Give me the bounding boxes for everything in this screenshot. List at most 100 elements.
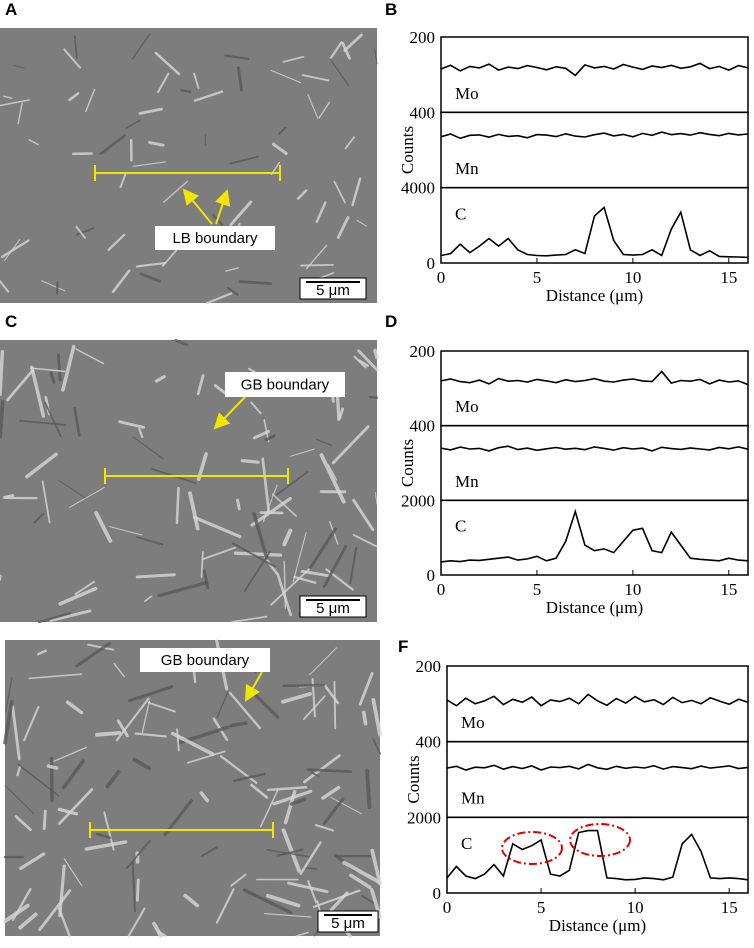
microstructure bbox=[318, 101, 331, 119]
microstructure bbox=[236, 498, 241, 511]
microstructure bbox=[229, 721, 248, 728]
microstructure bbox=[44, 401, 62, 438]
microstructure bbox=[226, 286, 239, 296]
microstructure bbox=[307, 93, 319, 119]
microstructure bbox=[321, 785, 341, 800]
microstructure bbox=[201, 845, 219, 857]
annotation-arrow bbox=[245, 671, 263, 702]
microstructure bbox=[75, 641, 112, 668]
microstructure bbox=[199, 791, 210, 803]
microstructure bbox=[154, 51, 181, 76]
microstructure bbox=[152, 921, 163, 938]
microstructure bbox=[250, 783, 269, 799]
microstructure bbox=[371, 697, 382, 737]
y-tick-label: 0 bbox=[427, 566, 436, 585]
microstructure bbox=[240, 458, 260, 464]
annotation-box bbox=[225, 372, 345, 397]
microstructure bbox=[228, 691, 262, 730]
microstructure bbox=[252, 511, 269, 560]
microstructure bbox=[282, 528, 293, 547]
microstructure bbox=[196, 374, 205, 396]
microstructure bbox=[135, 262, 166, 268]
microstructure bbox=[73, 35, 78, 59]
microstructure bbox=[250, 401, 262, 415]
panel-label: F bbox=[398, 637, 408, 656]
x-tick-label: 15 bbox=[720, 268, 737, 287]
microstructure bbox=[372, 738, 381, 755]
microstructure bbox=[174, 339, 189, 347]
microstructure bbox=[161, 249, 178, 267]
microstructure bbox=[113, 662, 125, 678]
microstructure bbox=[138, 107, 163, 115]
microstructure bbox=[135, 573, 176, 579]
subplot-frame bbox=[440, 499, 749, 576]
microstructure bbox=[109, 526, 143, 536]
microstructure bbox=[193, 72, 200, 89]
microstructure bbox=[316, 439, 333, 446]
annotation: GB boundary bbox=[241, 377, 330, 394]
microstructure bbox=[278, 126, 287, 135]
microstructure bbox=[296, 189, 308, 200]
microstructure bbox=[374, 492, 378, 505]
microstructure bbox=[238, 280, 273, 286]
microstructure bbox=[58, 864, 66, 918]
microstructure bbox=[107, 233, 126, 251]
highlight bbox=[569, 823, 631, 857]
microstructure bbox=[141, 700, 151, 734]
microstructure bbox=[17, 102, 23, 125]
annotation-arrow bbox=[213, 396, 246, 430]
annotation-box bbox=[155, 226, 275, 250]
microstructure bbox=[16, 766, 21, 777]
panel-label: B bbox=[385, 0, 397, 19]
microstructure bbox=[75, 348, 105, 365]
microstructure bbox=[30, 365, 46, 418]
microstructure bbox=[261, 457, 270, 513]
microstructure bbox=[42, 809, 47, 831]
y-axis-label: Counts bbox=[404, 755, 423, 803]
microstructure bbox=[338, 407, 345, 420]
microstructure bbox=[25, 452, 58, 479]
annotation-box bbox=[140, 648, 270, 672]
microstructure bbox=[69, 487, 105, 508]
microstructure bbox=[19, 852, 46, 870]
microstructure bbox=[180, 89, 192, 94]
microstructure bbox=[75, 225, 86, 239]
microstructure bbox=[61, 759, 85, 790]
microstructure bbox=[306, 768, 353, 774]
series-label: Mo bbox=[461, 713, 485, 732]
microstructure bbox=[270, 470, 309, 500]
y-tick-label: 0 bbox=[427, 254, 436, 273]
series-label: Mn bbox=[455, 159, 479, 178]
microstructure bbox=[105, 769, 121, 789]
x-tick-label: 0 bbox=[437, 268, 446, 287]
microstructure bbox=[144, 595, 153, 602]
scale-bar-box bbox=[317, 910, 379, 933]
microstructure bbox=[293, 575, 317, 584]
microstructure bbox=[49, 609, 92, 622]
microstructure bbox=[37, 612, 72, 624]
series-label: C bbox=[455, 517, 466, 536]
microstructure bbox=[131, 33, 151, 60]
series-line bbox=[440, 205, 749, 259]
microstructure bbox=[0, 400, 5, 439]
microstructure bbox=[6, 369, 34, 402]
microstructure bbox=[265, 893, 301, 908]
microstructure bbox=[0, 99, 30, 107]
y-tick-label: 200 bbox=[410, 342, 436, 361]
series-line bbox=[440, 445, 749, 452]
y-axis-label: Counts bbox=[398, 126, 417, 174]
x-tick-label: 10 bbox=[624, 268, 641, 287]
microstructure bbox=[232, 542, 277, 568]
x-tick-label: 15 bbox=[720, 580, 737, 599]
microstructure bbox=[103, 811, 115, 851]
y-tick-label: 2000 bbox=[401, 491, 435, 510]
microstructure bbox=[357, 349, 379, 372]
annotation: LB boundary bbox=[172, 230, 258, 247]
microstructure bbox=[30, 367, 66, 373]
panel-label: C bbox=[5, 312, 17, 331]
microstructure bbox=[116, 719, 129, 738]
microstructure bbox=[28, 673, 83, 680]
series-label: Mn bbox=[455, 472, 479, 491]
microstructure bbox=[196, 452, 208, 482]
